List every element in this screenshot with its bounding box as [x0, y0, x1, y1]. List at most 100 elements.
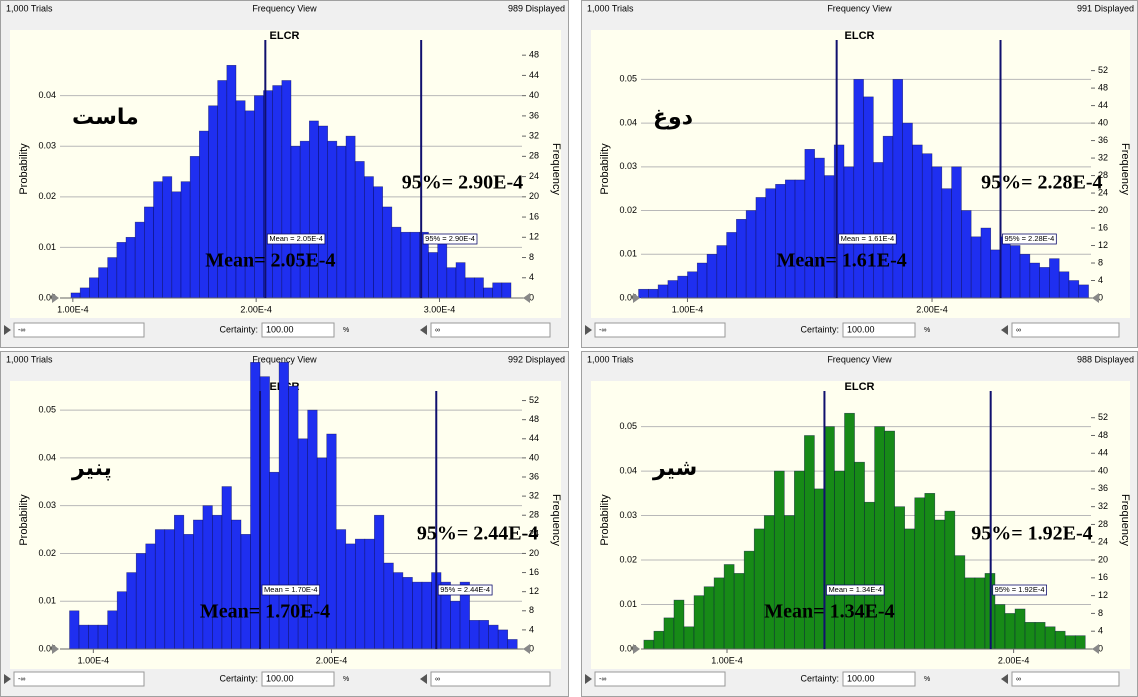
- left-field[interactable]: [594, 671, 726, 687]
- bar: [696, 262, 708, 299]
- bar: [687, 271, 698, 299]
- left-field-value: -∞: [18, 327, 25, 334]
- right-slider[interactable]: [420, 325, 427, 335]
- bar: [663, 617, 675, 650]
- bar: [171, 191, 182, 299]
- y2-tick-label: 52: [1098, 412, 1108, 422]
- bar: [240, 534, 251, 650]
- header-displayed: 991 Displayed: [1077, 3, 1134, 13]
- bar: [354, 538, 366, 650]
- left-slider[interactable]: [585, 325, 592, 335]
- bar: [450, 600, 461, 650]
- series-label: شیر: [652, 456, 697, 481]
- right-slider[interactable]: [420, 674, 427, 684]
- bar: [374, 514, 385, 650]
- bar: [98, 267, 108, 299]
- y2-tick-label: 48: [1098, 82, 1108, 92]
- left-field-value: -∞: [599, 327, 606, 334]
- right-field[interactable]: [430, 322, 551, 338]
- bar: [107, 257, 118, 299]
- y-tick-label: 0.05: [619, 421, 637, 431]
- x-tick-label: 2.00E-4: [998, 655, 1030, 665]
- y-tick-label: 0.03: [38, 500, 56, 510]
- right-field-value: ∞: [435, 327, 440, 334]
- right-field[interactable]: [430, 671, 551, 687]
- axis-arrow: [633, 644, 640, 654]
- right-slider[interactable]: [1001, 674, 1008, 684]
- y2-tick-label: 48: [1098, 430, 1108, 440]
- bar: [507, 639, 518, 650]
- right-field[interactable]: [1011, 671, 1120, 687]
- marker-label: 95% = 1.92E-4: [995, 585, 1045, 594]
- bar: [421, 581, 432, 650]
- left-field[interactable]: [13, 671, 145, 687]
- y2-tick-label: 0: [1098, 643, 1103, 653]
- left-slider[interactable]: [585, 674, 592, 684]
- y2-tick-label: 48: [529, 50, 539, 60]
- bar: [1009, 245, 1021, 299]
- left-slider[interactable]: [4, 674, 11, 684]
- bar: [412, 581, 423, 650]
- left-field-value: -∞: [599, 676, 606, 683]
- bar: [336, 145, 347, 299]
- bar: [954, 555, 966, 650]
- y-tick-label: 0.00: [619, 292, 637, 302]
- header-displayed: 989 Displayed: [508, 3, 565, 13]
- y2-tick-label: 24: [1098, 537, 1108, 547]
- y2-tick-label: 36: [529, 110, 539, 120]
- bar: [931, 166, 943, 299]
- y2-tick-label: 52: [529, 395, 539, 405]
- bar: [951, 166, 962, 299]
- certainty-field[interactable]: [842, 671, 916, 687]
- bar: [1049, 258, 1060, 299]
- x-tick-label: 2.00E-4: [916, 304, 948, 314]
- y2-tick-label: 44: [529, 70, 539, 80]
- right-slider[interactable]: [1001, 325, 1008, 335]
- bar: [231, 519, 242, 650]
- bar: [488, 624, 499, 650]
- bar: [153, 181, 163, 299]
- bar: [1068, 280, 1080, 299]
- bar: [79, 287, 90, 299]
- bar: [733, 573, 745, 650]
- y-tick-label: 0.04: [38, 452, 56, 462]
- bar: [1054, 630, 1066, 650]
- bar: [199, 130, 209, 299]
- percent-sign: %: [343, 327, 349, 334]
- bar: [713, 577, 725, 650]
- x-tick-label: 1.00E-4: [57, 304, 89, 314]
- bar: [164, 529, 175, 650]
- bar: [383, 562, 394, 650]
- bar: [193, 519, 204, 650]
- bar: [990, 249, 1001, 299]
- y2-tick-label: 4: [1098, 275, 1103, 285]
- header-displayed: 992 Displayed: [508, 354, 565, 364]
- bar: [961, 210, 972, 299]
- header-trials: 1,000 Trials: [587, 3, 634, 13]
- certainty-field[interactable]: [842, 322, 916, 338]
- certainty-label: Certainty:: [800, 324, 839, 334]
- certainty-field[interactable]: [261, 671, 335, 687]
- y2-axis-label: Frequency: [1119, 494, 1131, 546]
- left-field[interactable]: [594, 322, 726, 338]
- marker-label: Mean = 1.61E-4: [841, 234, 895, 243]
- bar: [183, 534, 194, 650]
- y2-tick-label: 44: [529, 433, 539, 443]
- right-field[interactable]: [1011, 322, 1120, 338]
- y2-tick-label: 24: [529, 529, 539, 539]
- bar: [763, 515, 775, 650]
- y2-tick-label: 32: [529, 490, 539, 500]
- left-slider[interactable]: [4, 325, 11, 335]
- marker-label: Mean = 2.05E-4: [269, 234, 323, 243]
- bar: [755, 197, 767, 299]
- y2-axis-label: Frequency: [550, 143, 562, 195]
- certainty-field[interactable]: [261, 322, 335, 338]
- axis-arrow: [1092, 293, 1099, 303]
- y-tick-label: 0.03: [619, 161, 637, 171]
- bar: [455, 262, 466, 299]
- left-field[interactable]: [13, 322, 145, 338]
- bar: [814, 488, 825, 650]
- y2-tick-label: 0: [1098, 292, 1103, 302]
- y2-tick-label: 16: [529, 211, 539, 221]
